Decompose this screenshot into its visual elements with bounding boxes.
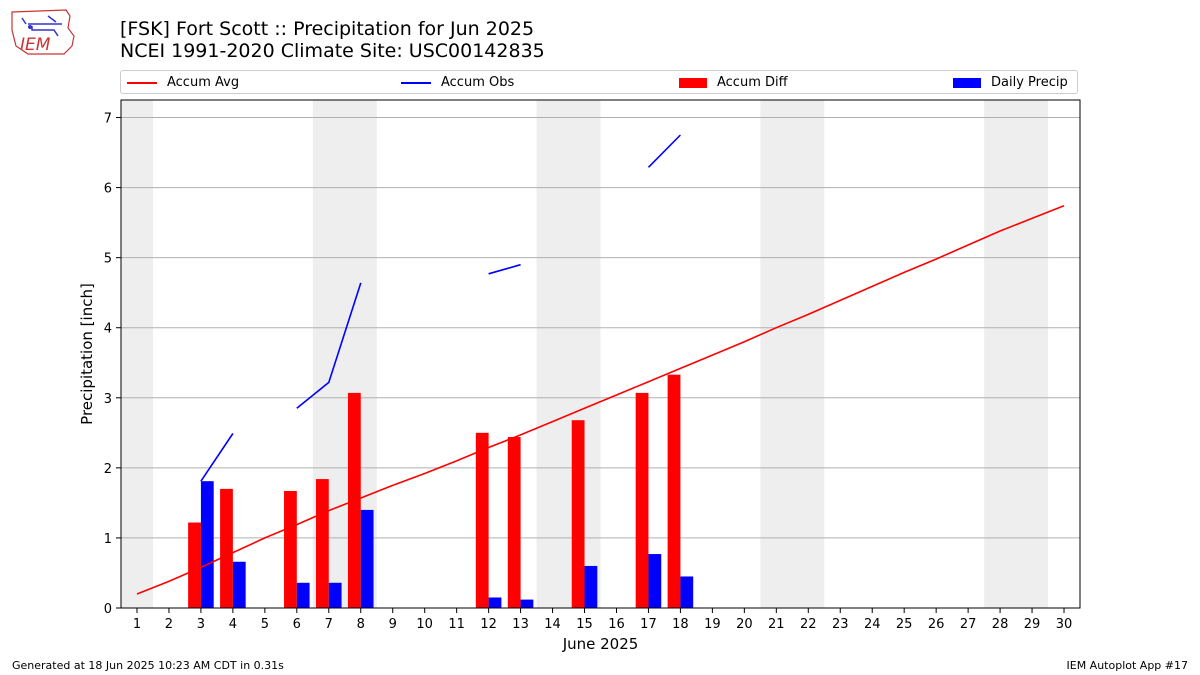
legend: Accum Avg Accum Obs Accum Diff Daily Pre… [120,70,1078,94]
daily-precip-bar-3 [200,481,214,608]
daily-precip-bar-8 [360,509,374,608]
chart-subtitle: NCEI 1991-2020 Climate Site: USC00142835 [120,40,545,62]
daily-precip-bar-6 [296,582,310,608]
accum-diff-bar-13 [507,437,521,608]
x-tick-label-22: 22 [800,617,817,632]
accum-diff-bar-3 [188,522,201,608]
legend-label-accum-avg: Accum Avg [167,75,240,90]
accum-diff-bar-15 [571,420,585,608]
legend-label-accum-diff: Accum Diff [717,75,788,90]
x-tick-label-10: 10 [416,617,433,632]
weekend-shade-4 [984,100,1049,608]
accum-avg-line-0 [136,205,1065,595]
legend-label-daily-precip: Daily Precip [991,75,1068,90]
logo-text: IEM [20,35,51,55]
legend-item-accum-avg: Accum Avg [127,75,239,90]
x-tick-label-18: 18 [672,617,689,632]
generated-footer: Generated at 18 Jun 2025 10:23 AM CDT in… [12,659,284,672]
x-tick-label-2: 2 [165,617,173,632]
app-footer: IEM Autoplot App #17 [1066,659,1189,672]
iem-logo: IEM [11,9,75,55]
legend-label-accum-obs: Accum Obs [441,75,515,90]
x-tick-label-29: 29 [1024,617,1041,632]
daily-precip-bar-12 [488,597,502,608]
y-tick-label-7: 7 [104,112,112,127]
daily-precip-bar-17 [648,554,662,608]
x-tick-label-5: 5 [261,617,269,632]
x-tick-label-7: 7 [325,617,333,632]
daily-precip-bar-13 [520,599,534,608]
daily-precip-bar-18 [680,576,694,608]
legend-item-accum-diff: Accum Diff [679,75,788,90]
x-tick-label-16: 16 [608,617,625,632]
x-axis-label: June 2025 [562,635,639,653]
y-tick-label-5: 5 [104,252,112,267]
x-tick-label-13: 13 [512,617,529,632]
legend-item-accum-obs: Accum Obs [401,75,514,90]
accum-diff-bar-17 [635,392,649,608]
bars [188,374,694,608]
x-tick-label-14: 14 [544,617,561,632]
accum-obs-line-0 [200,433,234,482]
x-tick-label-21: 21 [768,617,785,632]
x-ticks: 1 2 3 4 5 6 7 8 9 10 11 12 13 14 15 16 17 18 19 20 21 22 23 24 2… [133,608,1072,632]
daily-precip-bar-15 [584,565,598,608]
accum-obs-line-3 [647,134,681,168]
x-tick-label-30: 30 [1056,617,1073,632]
y-tick-label-2: 2 [104,462,112,477]
weekend-shading [121,100,1049,608]
y-tick-label-1: 1 [104,532,112,547]
x-tick-label-11: 11 [448,617,465,632]
accum-diff-bar-4 [220,488,233,608]
gridlines [121,117,1080,539]
x-tick-label-6: 6 [293,617,301,632]
weekend-shade-3 [760,100,825,608]
weekend-shade-2 [536,100,601,608]
weekend-shade-0 [121,100,153,608]
legend-item-daily-precip: Daily Precip [953,75,1068,90]
legend-swatch-daily-precip [953,77,981,88]
x-tick-label-17: 17 [640,617,657,632]
plot-frame [120,99,1081,609]
x-tick-label-19: 19 [704,617,721,632]
x-tick-label-28: 28 [992,617,1009,632]
weekend-shade-1 [312,100,377,608]
x-tick-label-24: 24 [864,617,881,632]
legend-swatch-accum-diff [679,77,707,88]
daily-precip-bar-7 [328,582,342,608]
x-tick-label-23: 23 [832,617,849,632]
daily-precip-bar-4 [232,561,246,608]
y-tick-label-4: 4 [104,322,112,337]
x-tick-label-1: 1 [133,617,141,632]
x-tick-label-26: 26 [928,617,945,632]
chart-title: [FSK] Fort Scott :: Precipitation for Ju… [120,18,535,40]
x-tick-label-9: 9 [389,617,397,632]
series-lines [136,134,1065,595]
x-tick-label-12: 12 [480,617,497,632]
accum-diff-bar-6 [284,490,297,608]
accum-obs-line-2 [488,263,521,275]
x-tick-label-20: 20 [736,617,753,632]
x-tick-label-15: 15 [576,617,593,632]
accum-obs-line-1 [296,282,362,409]
y-axis-label: Precipitation [inch] [78,283,96,425]
y-tick-label-6: 6 [104,182,112,197]
accum-diff-bar-8 [347,392,361,608]
x-tick-label-3: 3 [197,617,205,632]
accum-diff-bar-7 [315,479,329,608]
accum-diff-bar-12 [475,432,489,608]
x-tick-label-4: 4 [229,617,237,632]
legend-swatch-accum-avg [127,81,157,84]
y-tick-label-0: 0 [104,602,112,617]
x-tick-label-25: 25 [896,617,913,632]
x-tick-label-27: 27 [960,617,977,632]
x-tick-label-8: 8 [357,617,365,632]
y-ticks: 0 1 2 3 4 5 6 7 [104,112,121,617]
y-tick-label-3: 3 [104,392,112,407]
accum-diff-bar-18 [667,374,681,608]
legend-swatch-accum-obs [401,81,431,84]
